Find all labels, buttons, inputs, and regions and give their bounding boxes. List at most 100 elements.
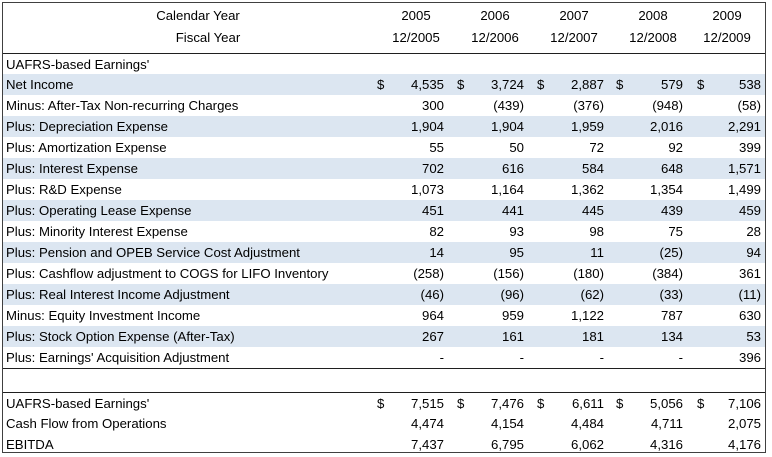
value-cell: (376) bbox=[573, 98, 604, 113]
value-cell: 4,176 bbox=[727, 437, 761, 452]
value-cell: 1,904 bbox=[410, 119, 444, 134]
year-header: 2008 bbox=[638, 8, 668, 23]
row-label: Plus: Amortization Expense bbox=[6, 140, 167, 155]
value-cell: 399 bbox=[738, 140, 761, 155]
table-row: Plus: Cashflow adjustment to COGS for LI… bbox=[3, 263, 765, 284]
value-cell: 439 bbox=[660, 203, 683, 218]
table-row: Net Income $4,535 $3,724 $2,887 $579 $538 bbox=[3, 74, 765, 95]
row-label: Plus: Cashflow adjustment to COGS for LI… bbox=[6, 266, 329, 281]
table-row: Plus: Amortization Expense 55 50 72 92 399 bbox=[3, 137, 765, 158]
value-cell: 451 bbox=[421, 203, 444, 218]
value-cell: 4,316 bbox=[649, 437, 683, 452]
table-row: Plus: R&D Expense 1,073 1,164 1,362 1,354 1,4… bbox=[3, 179, 765, 200]
value-cell: 459 bbox=[738, 203, 761, 218]
value-cell: 2,887 bbox=[570, 77, 604, 92]
currency-symbol: $ bbox=[457, 77, 465, 92]
row-label: Plus: Minority Interest Expense bbox=[6, 224, 188, 239]
value-cell: 161 bbox=[501, 329, 524, 344]
row-label: Cash Flow from Operations bbox=[6, 416, 167, 431]
currency-symbol: $ bbox=[697, 396, 705, 411]
value-cell: 1,904 bbox=[490, 119, 524, 134]
value-cell: 93 bbox=[509, 224, 524, 239]
value-cell: (62) bbox=[580, 287, 604, 302]
table-row: Minus: After-Tax Non-recurring Charges 30… bbox=[3, 95, 765, 116]
value-cell: 1,073 bbox=[410, 182, 444, 197]
value-cell: - bbox=[439, 350, 444, 365]
value-cell: 82 bbox=[429, 224, 444, 239]
summary-row: Cash Flow from Operations 4,474 4,154 4,484… bbox=[3, 413, 765, 434]
value-cell: 55 bbox=[429, 140, 444, 155]
value-cell: 787 bbox=[660, 308, 683, 323]
period-header: 12/2006 bbox=[471, 30, 519, 45]
section-title-row: UAFRS-based Earnings' bbox=[3, 53, 765, 75]
value-cell: 1,122 bbox=[570, 308, 604, 323]
value-cell: 4,154 bbox=[490, 416, 524, 431]
value-cell: 648 bbox=[660, 161, 683, 176]
row-label: Plus: Depreciation Expense bbox=[6, 119, 169, 134]
value-cell: 959 bbox=[501, 308, 524, 323]
row-label: Net Income bbox=[6, 77, 74, 92]
value-cell: (25) bbox=[659, 245, 683, 260]
value-cell: 5,056 bbox=[649, 396, 683, 411]
currency-symbol: $ bbox=[457, 396, 465, 411]
value-cell: 361 bbox=[738, 266, 761, 281]
row-label: Plus: Stock Option Expense (After-Tax) bbox=[6, 329, 235, 344]
row-label: UAFRS-based Earnings' bbox=[6, 396, 150, 411]
period-header: 12/2007 bbox=[550, 30, 598, 45]
value-cell: 1,571 bbox=[727, 161, 761, 176]
table-row: Plus: Depreciation Expense 1,904 1,904 1,95… bbox=[3, 116, 765, 137]
value-cell: 6,062 bbox=[570, 437, 604, 452]
year-header: 2006 bbox=[480, 8, 510, 23]
table-row: Plus: Stock Option Expense (After-Tax) 26… bbox=[3, 326, 765, 347]
value-cell: 92 bbox=[668, 140, 683, 155]
currency-symbol: $ bbox=[537, 77, 545, 92]
value-cell: 28 bbox=[746, 224, 761, 239]
value-cell: - bbox=[678, 350, 683, 365]
value-cell: 7,515 bbox=[410, 396, 444, 411]
value-cell: (180) bbox=[573, 266, 604, 281]
value-cell: 98 bbox=[589, 224, 604, 239]
currency-symbol: $ bbox=[377, 77, 385, 92]
value-cell: 1,959 bbox=[570, 119, 604, 134]
value-cell: 4,484 bbox=[570, 416, 604, 431]
period-header: 12/2009 bbox=[703, 30, 751, 45]
value-cell: (948) bbox=[652, 98, 683, 113]
value-cell: 94 bbox=[746, 245, 761, 260]
row-label: Plus: R&D Expense bbox=[6, 182, 122, 197]
value-cell: (33) bbox=[659, 287, 683, 302]
value-cell: 1,164 bbox=[490, 182, 524, 197]
row-label: UAFRS-based Earnings' bbox=[6, 57, 150, 72]
year-header: 2007 bbox=[559, 8, 589, 23]
row-label: EBITDA bbox=[6, 437, 54, 452]
value-cell: 6,795 bbox=[490, 437, 524, 452]
value-cell: - bbox=[599, 350, 604, 365]
value-cell: 7,437 bbox=[410, 437, 444, 452]
value-cell: 7,106 bbox=[727, 396, 761, 411]
value-cell: 7,476 bbox=[490, 396, 524, 411]
row-label: Minus: After-Tax Non-recurring Charges bbox=[6, 98, 239, 113]
value-cell: 702 bbox=[421, 161, 444, 176]
value-cell: (58) bbox=[737, 98, 761, 113]
value-cell: 2,291 bbox=[727, 119, 761, 134]
value-cell: 4,535 bbox=[410, 77, 444, 92]
row-label: Plus: Operating Lease Expense bbox=[6, 203, 192, 218]
value-cell: (384) bbox=[652, 266, 683, 281]
period-header: 12/2005 bbox=[392, 30, 440, 45]
value-cell: (11) bbox=[738, 287, 761, 302]
summary-row: UAFRS-based Earnings' $7,515 $7,476 $6,611 $… bbox=[3, 392, 765, 414]
row-label: Plus: Real Interest Income Adjustment bbox=[6, 287, 230, 302]
value-cell: 396 bbox=[738, 350, 761, 365]
summary-row: EBITDA 7,437 6,795 6,062 4,316 4,176 bbox=[3, 434, 765, 455]
year-header: 2005 bbox=[401, 8, 431, 23]
value-cell: 579 bbox=[660, 77, 683, 92]
value-cell: 267 bbox=[421, 329, 444, 344]
value-cell: 72 bbox=[589, 140, 604, 155]
financial-table: Calendar Year Fiscal Year 2005 12/2005 200… bbox=[2, 2, 766, 453]
value-cell: - bbox=[519, 350, 524, 365]
value-cell: 1,362 bbox=[570, 182, 604, 197]
value-cell: 300 bbox=[421, 98, 444, 113]
value-cell: 95 bbox=[509, 245, 524, 260]
table-row: Plus: Minority Interest Expense 82 93 98 75 2… bbox=[3, 221, 765, 242]
row-label: Plus: Interest Expense bbox=[6, 161, 138, 176]
value-cell: 538 bbox=[738, 77, 761, 92]
